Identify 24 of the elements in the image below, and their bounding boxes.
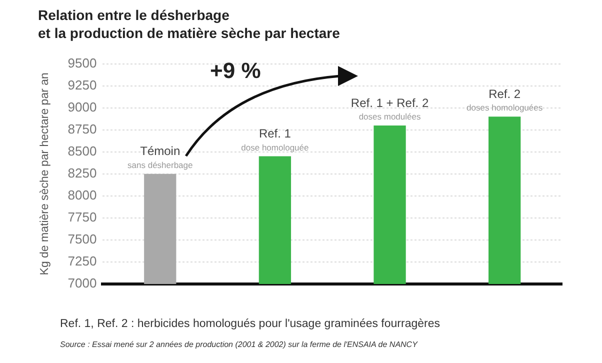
source-note: Source : Essai mené sur 2 années de production (2001 & 2002) sur la ferme de l'ENSAIA de NANCY [60,340,418,349]
x-tick-label: Témoin [140,144,180,158]
annotation: doses modulées [358,112,421,122]
y-tick-label: 9250 [68,77,97,92]
y-tick-label: 9500 [68,55,97,70]
y-tick-label: 8750 [68,121,97,136]
y-tick-label: 9000 [68,99,97,114]
annotation: dose homologuée [241,142,310,152]
y-tick-label: 7500 [68,232,97,247]
x-tick-label: Ref. 1 + Ref. 2 [350,96,429,110]
annotation: doses homologuées [466,102,543,113]
y-tick-label: 8250 [68,165,97,180]
annotation: +9 % [210,58,261,84]
y-tick-label: 7000 [68,276,97,291]
y-axis-title: Kg de matière sèche par hectare par an [39,72,52,276]
y-tick-label: 8500 [68,143,97,158]
y-tick-label: 8000 [68,188,97,202]
chart-title: Relation entre le désherbage et la production de matière sèche par hectare [38,6,340,42]
y-tick-label: 7250 [68,254,97,269]
x-tick-label: Ref. 1 [258,126,292,141]
y-tick-label: 7750 [68,210,97,225]
text: Ref. 1, Ref. 2 : herbicides homologués pour l'usage graminées fourragères [60,318,440,330]
annotation: sans désherbage [128,160,194,170]
x-tick-label: Ref. 2 [488,86,521,101]
